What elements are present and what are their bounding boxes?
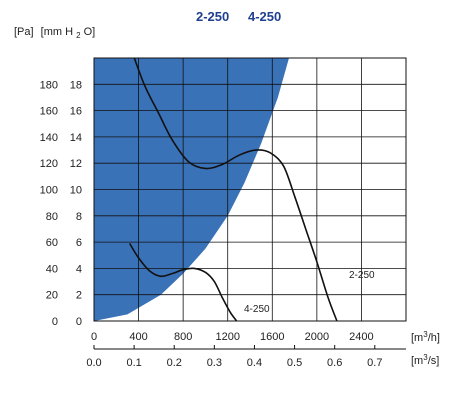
y-axis-unit-label: [Pa] [mm H 2 O] bbox=[14, 26, 95, 41]
y-unit-mmh2o-suffix: O] bbox=[84, 26, 96, 38]
y-tick-label-pa: 120 bbox=[40, 158, 58, 170]
y-tick-label-mmh2o: 14 bbox=[70, 132, 82, 144]
plot-frame bbox=[93, 57, 407, 322]
y-unit-mmh2o-sub: 2 bbox=[76, 31, 81, 40]
x-unit-m3s-suffix: /s] bbox=[428, 355, 440, 367]
grid-lines bbox=[94, 58, 406, 321]
y-tick-label-mmh2o: 4 bbox=[76, 263, 82, 275]
y-tick-label-mmh2o: 0 bbox=[76, 316, 82, 328]
plot-area: 2-250 4-250 bbox=[93, 57, 407, 322]
y-tick-label-mmh2o: 16 bbox=[70, 106, 82, 118]
y-tick-label-mmh2o: 10 bbox=[70, 185, 82, 197]
x-tick-label-m3h: 1600 bbox=[260, 331, 284, 343]
y-tick-label-pa: 140 bbox=[40, 132, 58, 144]
y-tick-label-pa: 180 bbox=[40, 79, 58, 91]
y-tick-label-pa: 100 bbox=[40, 185, 58, 197]
x-tick-label-m3s: 0.6 bbox=[327, 357, 342, 369]
y-tick-label-pa: 160 bbox=[40, 106, 58, 118]
x-tick-label-m3h: 2000 bbox=[305, 331, 329, 343]
x-tick-label-m3s: 0.0 bbox=[86, 357, 101, 369]
x-axis-secondary-line bbox=[93, 345, 406, 350]
x-tick-label-m3h: 2400 bbox=[349, 331, 373, 343]
y-tick-label-pa: 60 bbox=[46, 237, 58, 249]
x-axis-unit-m3s: [m3/s] bbox=[411, 353, 439, 367]
x-tick-label-m3h: 400 bbox=[129, 331, 147, 343]
series-label-4-250: 4-250 bbox=[244, 304, 270, 315]
series-label-2-250: 2-250 bbox=[349, 270, 375, 281]
y-unit-pa: [Pa] bbox=[14, 26, 34, 38]
x-tick-label-m3s: 0.5 bbox=[287, 357, 302, 369]
x-tick-label-m3s: 0.1 bbox=[126, 357, 141, 369]
y-tick-label-pa: 40 bbox=[46, 263, 58, 275]
x-tick-label-m3s: 0.4 bbox=[247, 357, 262, 369]
x-tick-label-m3h: 1200 bbox=[215, 331, 239, 343]
y-tick-label-pa: 80 bbox=[46, 211, 58, 223]
y-tick-label-mmh2o: 2 bbox=[76, 290, 82, 302]
y-tick-label-mmh2o: 8 bbox=[76, 211, 82, 223]
y-tick-label-pa: 0 bbox=[52, 316, 58, 328]
series-line-4-250 bbox=[128, 242, 238, 321]
x-unit-m3h-suffix: /h] bbox=[428, 332, 440, 344]
x-axis-ticks-m3h: 0 400 800 1200 1600 2000 2400 bbox=[91, 331, 374, 343]
x-tick-label-m3s: 0.2 bbox=[167, 357, 182, 369]
y-axis-ticks-mmh2o: 0 2 4 6 8 10 12 14 16 18 bbox=[70, 79, 82, 328]
x-tick-label-m3h: 800 bbox=[174, 331, 192, 343]
y-tick-label-mmh2o: 12 bbox=[70, 158, 82, 170]
y-tick-label-pa: 20 bbox=[46, 290, 58, 302]
x-axis-unit-m3h: [m3/h] bbox=[411, 330, 440, 344]
x-tick-label-m3s: 0.7 bbox=[367, 357, 382, 369]
y-axis-ticks-pa: 0 20 40 60 80 100 120 140 160 180 bbox=[40, 79, 58, 328]
x-unit-m3s-prefix: [m bbox=[411, 355, 423, 367]
series-line-2-250 bbox=[133, 58, 338, 321]
chart-title-left: 2-250 bbox=[196, 9, 229, 24]
x-tick-label-m3s: 0.3 bbox=[207, 357, 222, 369]
y-tick-label-mmh2o: 18 bbox=[70, 79, 82, 91]
x-unit-m3h-prefix: [m bbox=[411, 332, 423, 344]
series-layer: 2-250 4-250 bbox=[128, 58, 375, 321]
chart-title-right: 4-250 bbox=[248, 9, 281, 24]
x-unit-m3s-sup: 3 bbox=[423, 353, 428, 362]
x-unit-m3h-sup: 3 bbox=[423, 330, 428, 339]
x-tick-label-m3h: 0 bbox=[91, 331, 97, 343]
y-unit-mmh2o-prefix: [mm H bbox=[41, 26, 73, 38]
x-axis-ticks-m3s: 0.0 0.1 0.2 0.3 0.4 0.5 0.6 0.7 bbox=[86, 357, 382, 369]
y-tick-label-mmh2o: 6 bbox=[76, 237, 82, 249]
